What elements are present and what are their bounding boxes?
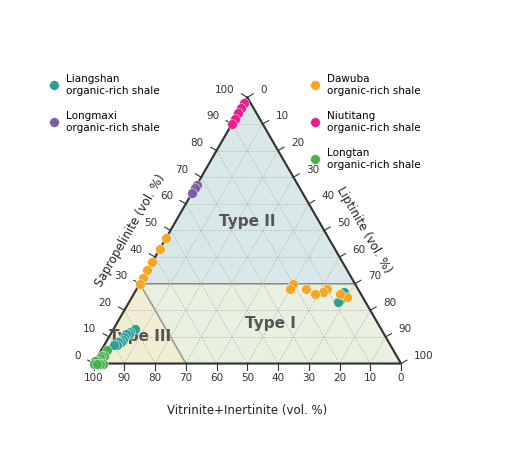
Text: Niutitang
organic-rich shale: Niutitang organic-rich shale — [327, 111, 420, 133]
Text: Sapropelinite (vol. %): Sapropelinite (vol. %) — [93, 172, 167, 289]
Text: 40: 40 — [129, 245, 142, 255]
Text: 90: 90 — [206, 112, 219, 121]
Text: Liptinite (vol. %): Liptinite (vol. %) — [333, 185, 393, 276]
Text: Longtan
organic-rich shale: Longtan organic-rich shale — [327, 148, 420, 170]
Text: Dawuba
organic-rich shale: Dawuba organic-rich shale — [327, 74, 420, 96]
Polygon shape — [94, 283, 185, 363]
Text: Type I: Type I — [244, 316, 295, 331]
Text: Vitrinite+Inertinite (vol. %): Vitrinite+Inertinite (vol. %) — [167, 403, 327, 417]
Text: 0: 0 — [74, 351, 80, 361]
Text: 50: 50 — [144, 218, 157, 228]
Text: 10: 10 — [363, 374, 376, 383]
Text: 60: 60 — [352, 245, 365, 255]
Text: 70: 70 — [175, 165, 188, 175]
Text: 70: 70 — [367, 271, 380, 281]
Text: 20: 20 — [332, 374, 346, 383]
Text: 100: 100 — [413, 351, 433, 361]
Text: Longmaxi
organic-rich shale: Longmaxi organic-rich shale — [66, 111, 159, 133]
Text: 10: 10 — [275, 112, 288, 121]
Text: 50: 50 — [240, 374, 253, 383]
Text: 80: 80 — [382, 298, 395, 308]
Text: 20: 20 — [290, 138, 303, 148]
Text: 0: 0 — [260, 85, 266, 95]
Text: 40: 40 — [321, 191, 334, 201]
Text: Type III: Type III — [108, 329, 171, 345]
Text: 90: 90 — [118, 374, 131, 383]
Text: 30: 30 — [306, 165, 319, 175]
Polygon shape — [139, 283, 400, 363]
Text: 70: 70 — [179, 374, 192, 383]
Text: 100: 100 — [83, 374, 103, 383]
Polygon shape — [139, 97, 354, 283]
Text: 80: 80 — [148, 374, 161, 383]
Text: 30: 30 — [302, 374, 315, 383]
Text: Type II: Type II — [219, 213, 275, 228]
Text: 80: 80 — [190, 138, 203, 148]
Text: 60: 60 — [210, 374, 223, 383]
Text: 40: 40 — [271, 374, 284, 383]
Text: 60: 60 — [159, 191, 173, 201]
Text: Liangshan
organic-rich shale: Liangshan organic-rich shale — [66, 74, 159, 96]
Text: 100: 100 — [214, 85, 234, 95]
Text: 90: 90 — [398, 325, 411, 334]
Text: 10: 10 — [83, 325, 96, 334]
Text: 20: 20 — [98, 298, 111, 308]
Text: 30: 30 — [114, 271, 127, 281]
Text: 0: 0 — [397, 374, 404, 383]
Text: 50: 50 — [336, 218, 350, 228]
